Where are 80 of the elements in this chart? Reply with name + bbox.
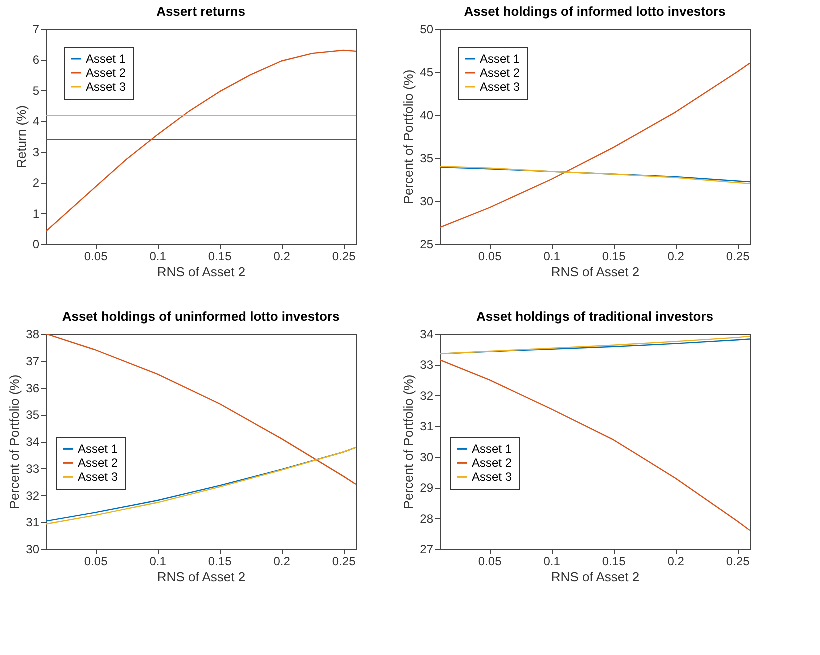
x-tick-label: 0.2	[274, 250, 291, 264]
x-tick-label: 0.25	[726, 250, 750, 264]
line-series	[46, 50, 356, 232]
x-tick-label: 0.05	[478, 250, 502, 264]
chart-title: Asset holdings of uninformed lotto investors	[62, 309, 340, 324]
legend-label: Asset 2	[480, 66, 520, 80]
x-tick-label: 0.05	[84, 554, 108, 568]
y-axis-title: Percent of Portfolio (%)	[401, 70, 416, 204]
x-tick-label: 0.25	[332, 554, 356, 568]
y-tick-label: 5	[32, 84, 40, 98]
x-tick-label: 0.15	[208, 250, 232, 264]
y-tick-label: 34	[420, 328, 434, 342]
legend-label: Asset 3	[472, 470, 512, 484]
legend-label: Asset 3	[480, 80, 520, 94]
x-tick-label: 0.15	[602, 554, 626, 568]
legend-label: Asset 2	[472, 456, 512, 470]
y-tick-label: 35	[26, 408, 40, 422]
y-tick-label: 32	[420, 388, 434, 403]
legend-label: Asset 1	[472, 442, 512, 456]
x-tick-label: 0.05	[84, 250, 108, 264]
legend-label: Asset 3	[78, 470, 118, 484]
legend-label: Asset 2	[78, 456, 118, 470]
y-tick-label: 45	[420, 66, 434, 80]
y-tick-label: 0	[32, 238, 40, 252]
y-tick-label: 6	[32, 53, 40, 68]
legend-label: Asset 2	[86, 66, 126, 80]
x-tick-label: 0.1	[544, 250, 561, 264]
y-tick-label: 30	[420, 194, 434, 208]
legend-label: Asset 3	[86, 80, 126, 94]
y-tick-label: 33	[26, 462, 40, 476]
y-tick-label: 35	[420, 152, 434, 166]
x-tick-label: 0.25	[726, 554, 750, 568]
y-tick-label: 29	[420, 481, 434, 496]
x-tick-label: 0.2	[668, 250, 685, 264]
x-axis-title: RNS of Asset 2	[157, 570, 246, 584]
y-tick-label: 7	[32, 22, 40, 36]
x-tick-label: 0.1	[544, 554, 561, 568]
line-series	[440, 62, 750, 228]
y-tick-label: 27	[420, 542, 434, 556]
chart-title: Assert returns	[156, 4, 246, 19]
chart-title: Asset holdings of informed lotto investors	[464, 4, 726, 19]
x-axis-title: RNS of Asset 2	[157, 264, 246, 280]
x-axis-title: RNS of Asset 2	[551, 264, 640, 280]
y-tick-label: 33	[420, 358, 434, 372]
y-axis-title: Return (%)	[14, 106, 29, 168]
y-tick-label: 50	[420, 22, 434, 36]
legend-label: Asset 1	[78, 442, 118, 456]
line-series	[440, 336, 750, 355]
x-tick-label: 0.1	[150, 554, 167, 568]
y-tick-label: 25	[420, 238, 434, 252]
line-series	[46, 334, 356, 486]
y-tick-label: 38	[26, 328, 40, 342]
x-tick-label: 0.2	[668, 554, 685, 568]
y-axis-title: Percent of Portfolio (%)	[401, 374, 416, 510]
x-tick-label: 0.15	[208, 554, 232, 568]
x-tick-label: 0.25	[332, 250, 356, 264]
y-tick-label: 1	[32, 206, 40, 221]
y-tick-label: 2	[32, 176, 40, 190]
x-tick-label: 0.2	[274, 554, 291, 568]
y-tick-label: 32	[26, 488, 40, 503]
x-tick-label: 0.15	[602, 250, 626, 264]
y-tick-label: 30	[26, 542, 40, 556]
x-tick-label: 0.1	[150, 250, 167, 264]
legend-label: Asset 1	[480, 52, 520, 66]
x-axis-title: RNS of Asset 2	[551, 570, 640, 584]
x-tick-label: 0.05	[478, 554, 502, 568]
line-series	[440, 360, 750, 532]
y-tick-label: 28	[420, 512, 434, 526]
y-tick-label: 31	[26, 516, 40, 530]
y-tick-label: 36	[26, 381, 40, 396]
y-tick-label: 34	[26, 435, 40, 449]
y-tick-label: 40	[420, 108, 434, 122]
y-tick-label: 31	[420, 420, 434, 434]
y-tick-label: 3	[32, 145, 40, 160]
y-axis-title: Percent of Portfolio (%)	[7, 374, 22, 510]
chart-title: Asset holdings of traditional investors	[476, 309, 714, 324]
y-tick-label: 30	[420, 450, 434, 464]
y-tick-label: 37	[26, 354, 40, 368]
y-tick-label: 4	[32, 114, 40, 129]
legend-label: Asset 1	[86, 52, 126, 66]
